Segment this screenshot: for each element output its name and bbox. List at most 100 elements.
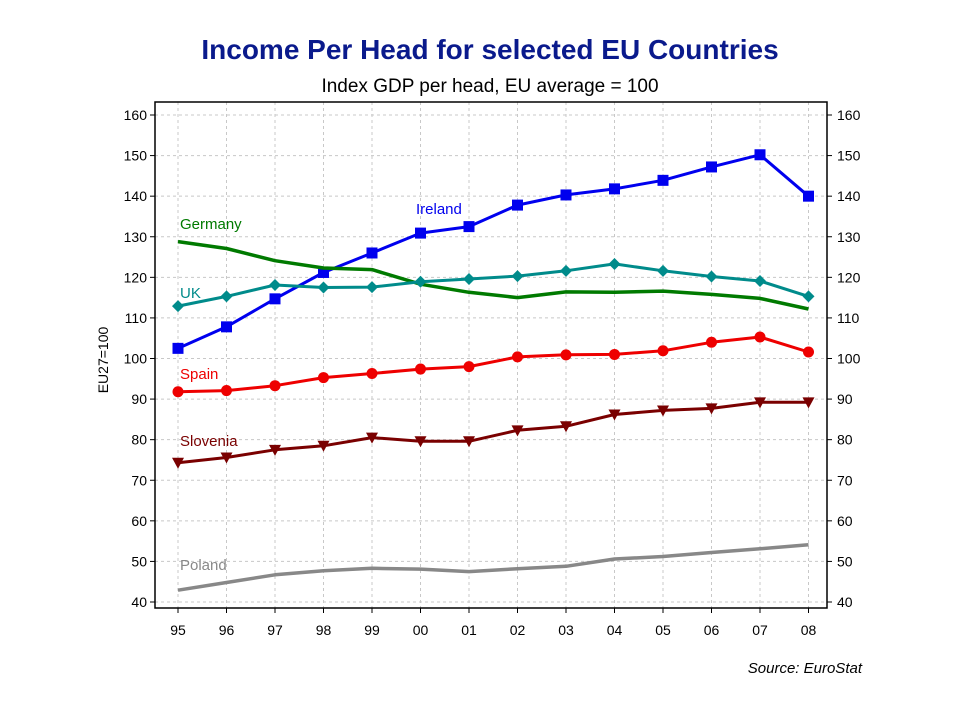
marker-ireland	[221, 321, 232, 333]
y-tick-label-right: 120	[837, 269, 861, 285]
marker-slovenia	[269, 444, 281, 456]
x-tick-label: 05	[655, 622, 671, 638]
marker-ireland	[512, 199, 523, 211]
y-tick-label-left: 60	[131, 513, 147, 529]
marker-spain	[560, 349, 572, 361]
y-tick-label-left: 130	[124, 229, 148, 245]
x-tick-label: 07	[752, 622, 768, 638]
marker-spain	[657, 345, 669, 357]
marker-slovenia	[317, 440, 330, 452]
marker-uk	[608, 257, 621, 270]
grid-lines	[155, 102, 827, 608]
y-tick-label-right: 130	[837, 229, 861, 245]
y-tick-label-right: 50	[837, 553, 853, 569]
y-tick-label-left: 80	[131, 432, 147, 448]
y-tick-label-right: 90	[837, 391, 853, 407]
y-tick-label-left: 100	[124, 351, 148, 367]
marker-uk	[172, 300, 184, 313]
series-line-uk	[177, 262, 809, 308]
series-label-uk: UK	[180, 285, 201, 302]
y-tick-label-right: 40	[837, 594, 853, 610]
x-tick-label: 06	[704, 622, 720, 638]
y-tick-label-right: 110	[837, 310, 860, 326]
y-tick-label-left: 50	[131, 553, 147, 569]
series-label-slovenia: Slovenia	[180, 433, 238, 450]
x-tick-label: 97	[267, 622, 283, 638]
y-tick-label-left: 140	[124, 188, 148, 204]
marker-uk	[463, 272, 475, 285]
marker-spain	[706, 336, 717, 348]
source-note: Source: EuroStat	[747, 660, 862, 677]
marker-ireland	[754, 149, 766, 161]
marker-uk	[220, 290, 233, 303]
marker-uk	[657, 264, 669, 277]
marker-spain	[318, 372, 329, 384]
marker-uk	[317, 281, 330, 294]
x-tick-label: 04	[607, 622, 623, 638]
y-tick-label-right: 80	[837, 432, 853, 448]
marker-uk	[366, 281, 378, 294]
marker-spain	[269, 380, 281, 392]
marker-ireland	[560, 189, 572, 201]
series-line-slovenia	[177, 400, 809, 465]
series-line-ireland	[177, 153, 810, 350]
marker-slovenia	[511, 425, 524, 437]
series-labels: Ireland Germany UK Spain Slovenia Poland	[180, 201, 462, 574]
marker-ireland	[415, 227, 426, 239]
y-tick-label-left: 90	[131, 391, 147, 407]
axis-ticks: 40 40 50 50 60 60 70 70 80 80 90 90 100 100 110 110 120 1…	[124, 107, 861, 638]
y-tick-label-right: 140	[837, 188, 861, 204]
marker-ireland	[657, 174, 669, 186]
y-tick-label-left: 70	[131, 472, 147, 488]
x-tick-label: 98	[316, 622, 332, 638]
series-line-poland	[177, 543, 809, 592]
marker-uk	[414, 275, 427, 288]
y-tick-label-right: 70	[837, 472, 853, 488]
marker-spain	[754, 331, 766, 343]
series-label-poland: Poland	[180, 557, 227, 574]
marker-spain	[415, 363, 426, 375]
marker-ireland	[609, 183, 620, 195]
y-tick-label-right: 60	[837, 513, 853, 529]
marker-uk	[560, 264, 572, 277]
series-line-germany	[177, 239, 809, 311]
marker-slovenia	[463, 436, 475, 448]
x-tick-label: 02	[510, 622, 526, 638]
marker-ireland	[706, 161, 717, 173]
marker-ireland	[269, 293, 281, 305]
marker-ireland	[318, 266, 329, 278]
y-tick-label-right: 150	[837, 148, 861, 164]
marker-slovenia	[754, 397, 766, 409]
marker-slovenia	[802, 397, 815, 409]
x-tick-label: 08	[801, 622, 817, 638]
x-tick-label: 95	[170, 622, 186, 638]
series-label-ireland: Ireland	[416, 201, 462, 218]
marker-uk	[705, 270, 718, 283]
y-tick-label-left: 160	[124, 107, 148, 123]
chart-title: Income Per Head for selected EU Countrie…	[201, 34, 779, 65]
marker-uk	[754, 274, 766, 287]
marker-ireland	[366, 247, 378, 259]
marker-slovenia	[414, 436, 427, 448]
marker-uk	[269, 279, 281, 292]
y-tick-label-left: 40	[131, 594, 147, 610]
y-tick-label-left: 110	[125, 310, 148, 326]
plot-frame	[154, 101, 828, 609]
marker-spain	[463, 361, 475, 373]
y-axis-label: EU27=100	[95, 327, 111, 394]
y-tick-label-right: 100	[837, 351, 861, 367]
marker-spain	[803, 346, 814, 358]
marker-slovenia	[366, 432, 378, 444]
y-tick-label-left: 120	[124, 269, 148, 285]
marker-spain	[609, 348, 620, 360]
marker-uk	[802, 290, 815, 303]
x-tick-label: 99	[364, 622, 380, 638]
x-tick-label: 01	[461, 622, 477, 638]
x-tick-label: 96	[219, 622, 235, 638]
marker-spain	[172, 386, 184, 398]
series-label-germany: Germany	[180, 216, 242, 233]
series-label-spain: Spain	[180, 366, 218, 383]
marker-ireland	[172, 342, 184, 354]
x-tick-label: 03	[558, 622, 574, 638]
